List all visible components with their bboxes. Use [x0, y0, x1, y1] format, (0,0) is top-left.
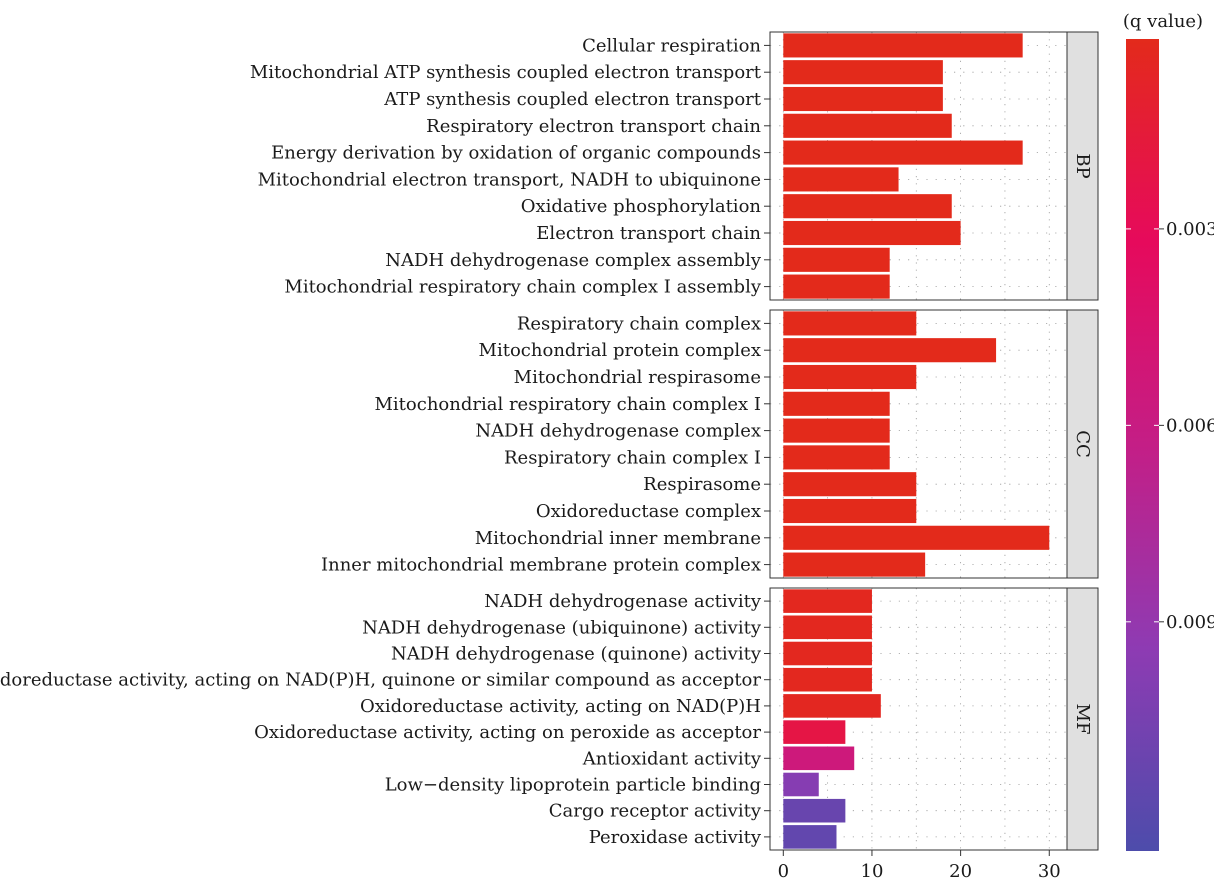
- category-label: NADH dehydrogenase activity: [484, 591, 762, 612]
- bar: [783, 140, 1023, 165]
- bar: [783, 274, 890, 299]
- bar: [783, 338, 997, 363]
- bar: [783, 772, 819, 797]
- x-tick-label: 30: [1038, 861, 1061, 880]
- facet-strip-label: CC: [1072, 430, 1093, 458]
- category-label: Inner mitochondrial membrane protein com…: [321, 555, 761, 576]
- bar: [783, 33, 1023, 58]
- bar: [783, 589, 872, 613]
- category-label: Mitochondrial inner membrane: [475, 528, 761, 549]
- x-tick-label: 20: [949, 861, 972, 880]
- category-label: Mitochondrial ATP synthesis coupled elec…: [250, 62, 762, 83]
- x-axis: 0 10 20 30: [778, 850, 1061, 880]
- facet-strip: [1066, 587, 1099, 851]
- bar: [783, 220, 961, 246]
- bar: [783, 694, 881, 718]
- bar: [783, 247, 890, 272]
- category-label: Energy derivation by oxidation of organi…: [271, 143, 761, 164]
- category-label: Cellular respiration: [582, 35, 761, 56]
- facet-strip-label: BP: [1072, 153, 1093, 178]
- bar: [783, 615, 872, 640]
- bar: [783, 86, 943, 112]
- category-label: ATP synthesis coupled electron transport: [383, 89, 761, 110]
- facet-strip-label: MF: [1072, 704, 1093, 735]
- facet-panel-cc: Respiratory chain complex Mitochondrial p…: [321, 309, 1099, 579]
- bar: [783, 746, 855, 771]
- category-label: Peroxidase activity: [589, 827, 762, 848]
- bar: [783, 667, 872, 692]
- facet-panels: Cellular respiration Mitochondrial ATP sy…: [0, 31, 1099, 851]
- bar: [783, 641, 872, 666]
- category-label: Oxidoreductase activity, acting on NAD(P…: [0, 670, 761, 691]
- category-label: Respirasome: [643, 474, 761, 495]
- bar: [783, 472, 917, 497]
- bar: [783, 498, 917, 524]
- bar: [783, 825, 837, 849]
- x-tick-label: 10: [861, 861, 884, 880]
- category-label: Low−density lipoprotein particle binding: [385, 775, 761, 796]
- category-label: Respiratory chain complex: [517, 313, 761, 334]
- legend-title: (q value): [1123, 11, 1203, 32]
- bar: [783, 311, 917, 336]
- category-label: Mitochondrial respirasome: [514, 367, 761, 388]
- legend-tick-label: 0.003: [1166, 219, 1214, 240]
- bar: [783, 798, 846, 823]
- category-label: Mitochondrial respiratory chain complex …: [284, 277, 761, 298]
- facet-strip: [1066, 31, 1099, 301]
- category-label: Oxidative phosphorylation: [521, 196, 762, 217]
- bar: [783, 445, 890, 470]
- category-label: NADH dehydrogenase complex assembly: [385, 250, 762, 271]
- legend-colorbar: [1126, 39, 1159, 851]
- category-label: Antioxidant activity: [582, 748, 762, 769]
- bar: [783, 113, 952, 138]
- bar: [783, 525, 1050, 550]
- bar: [783, 167, 899, 192]
- legend-tick-label: 0.009: [1166, 612, 1214, 633]
- category-label: Mitochondrial protein complex: [479, 340, 761, 361]
- category-label: NADH dehydrogenase (ubiquinone) activity: [362, 617, 762, 638]
- category-label: Oxidoreductase activity, acting on NAD(P…: [360, 696, 761, 717]
- facet-panel-bp: Cellular respiration Mitochondrial ATP sy…: [250, 31, 1099, 301]
- category-label: NADH dehydrogenase complex: [475, 421, 761, 442]
- category-label: Respiratory chain complex I: [504, 447, 761, 468]
- category-label: Respiratory electron transport chain: [426, 116, 761, 137]
- bar: [783, 60, 943, 85]
- color-legend: (q value) 0.003 0.006 0.009: [1123, 11, 1214, 851]
- x-tick-label: 0: [778, 861, 789, 880]
- category-label: Mitochondrial respiratory chain complex …: [374, 394, 761, 415]
- category-label: Cargo receptor activity: [549, 801, 762, 822]
- facet-strip: [1066, 309, 1099, 579]
- category-label: Electron transport chain: [536, 223, 761, 244]
- legend-tick-label: 0.006: [1166, 415, 1214, 436]
- category-label: NADH dehydrogenase (quinone) activity: [391, 644, 762, 665]
- bar: [783, 552, 926, 577]
- bar: [783, 364, 917, 390]
- bar: [783, 194, 952, 219]
- bar: [783, 720, 846, 744]
- category-label: Oxidoreductase complex: [536, 501, 761, 522]
- facet-panel-mf: NADH dehydrogenase activity NADH dehydrog…: [0, 587, 1099, 851]
- bar: [783, 391, 890, 416]
- category-label: Mitochondrial electron transport, NADH t…: [258, 169, 761, 190]
- category-label: Oxidoreductase activity, acting on perox…: [254, 722, 761, 743]
- bar: [783, 418, 890, 443]
